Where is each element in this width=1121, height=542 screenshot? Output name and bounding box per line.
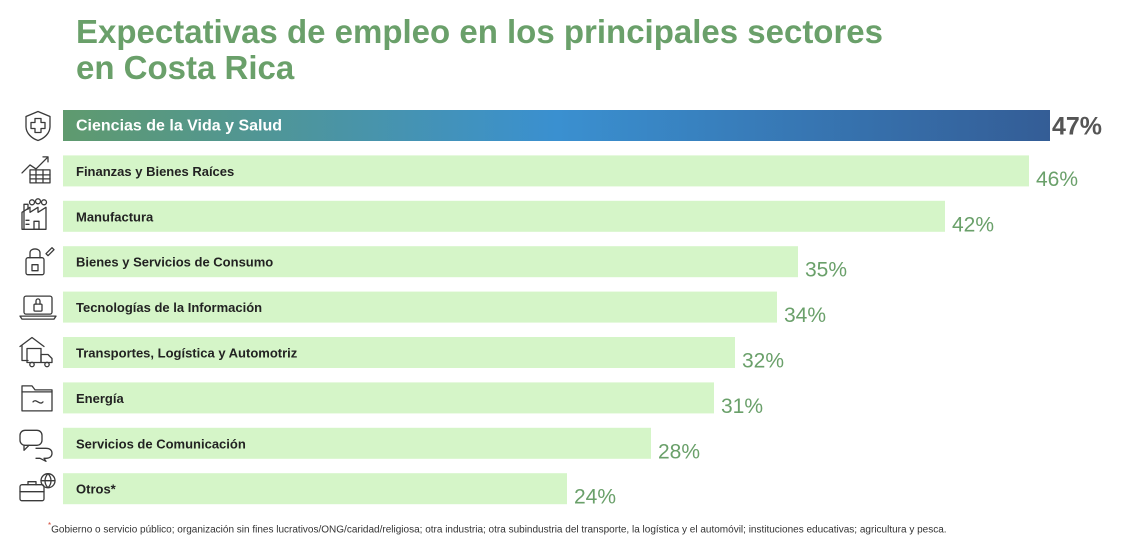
- value-label-4: 35%: [805, 259, 847, 282]
- value-label-8: 28%: [658, 440, 700, 463]
- chart-title-line-2: en Costa Rica: [76, 49, 295, 86]
- value-label-3: 42%: [952, 213, 994, 236]
- bar-5: [63, 291, 777, 323]
- truck-warehouse-icon: [19, 336, 53, 368]
- briefcase-globe-icon: [19, 473, 56, 502]
- shopping-bag-icon: [25, 247, 55, 276]
- bar-6: [63, 337, 735, 368]
- bar-2: [63, 155, 1029, 187]
- value-label-2: 46%: [1036, 168, 1078, 191]
- footnote: *Gobierno o servicio público; organizaci…: [48, 521, 947, 535]
- bar-4: [63, 246, 798, 278]
- category-label-7: Energía: [76, 391, 124, 406]
- category-label-4: Bienes y Servicios de Consumo: [76, 255, 273, 270]
- factory-icon: [21, 198, 48, 230]
- value-label-9: 24%: [574, 486, 616, 509]
- bar-8: [63, 427, 651, 459]
- sector-icons: [19, 110, 57, 502]
- category-label-8: Servicios de Comunicación: [76, 436, 246, 451]
- category-label-2: Finanzas y Bienes Raíces: [76, 164, 234, 179]
- category-label-5: Tecnologías de la Información: [76, 300, 262, 315]
- category-label-3: Manufactura: [76, 209, 154, 224]
- value-label-1: 47%: [1052, 113, 1102, 141]
- value-label-7: 31%: [721, 395, 763, 418]
- chart-title: Expectativas de empleo en los principale…: [76, 14, 976, 86]
- chart-title-line-1: Expectativas de empleo en los principale…: [76, 13, 884, 50]
- finance-chart-icon: [21, 156, 51, 184]
- energy-folder-icon: [21, 385, 53, 412]
- value-label-5: 34%: [784, 304, 826, 327]
- laptop-lock-icon: [19, 295, 57, 320]
- bar-7: [63, 382, 714, 414]
- category-label-1: Ciencias de la Vida y Salud: [76, 118, 282, 135]
- shield-cross-icon: [25, 110, 51, 142]
- footnote-mark: *: [48, 521, 52, 530]
- bar-9: [63, 473, 567, 505]
- category-label-9: Otros*: [76, 482, 117, 497]
- value-label-6: 32%: [742, 350, 784, 373]
- bars-group: Ciencias de la Vida y Salud 47% Finanzas y…: [63, 110, 1102, 509]
- bar-1: [63, 110, 1050, 141]
- footnote-text: Gobierno o servicio público; organizació…: [51, 524, 947, 536]
- bar-3: [63, 200, 945, 232]
- category-label-6: Transportes, Logística y Automotriz: [76, 346, 298, 361]
- chat-bubbles-icon: [19, 429, 53, 462]
